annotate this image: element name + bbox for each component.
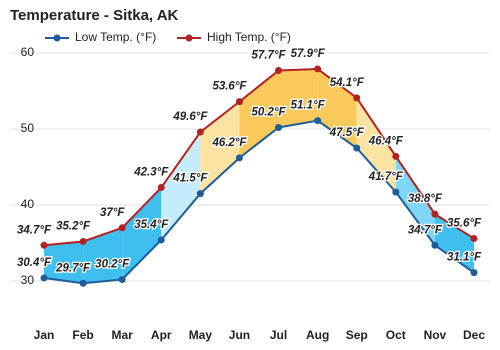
x-tick-label: Jul [270,328,287,342]
data-point [235,98,243,106]
value-label: 51.1°F [291,100,326,112]
x-tick-label: Dec [463,328,485,342]
value-label: 37°F [100,207,125,219]
legend-marker [185,34,193,42]
data-point [40,241,48,249]
x-tick-label: Aug [306,328,329,342]
data-point [157,236,165,244]
data-point [392,152,400,160]
data-point [118,224,126,232]
x-tick-label: Nov [424,328,447,342]
data-point [196,128,204,136]
range-fill [161,132,201,240]
value-label: 50.2°F [252,107,287,119]
data-point [470,234,478,242]
value-label: 29.7°F [55,262,91,274]
data-point [196,190,204,198]
data-point [118,275,126,283]
value-label: 38.8°F [408,193,443,205]
data-point [157,184,165,192]
series-line [43,119,475,285]
value-label: 31.1°F [447,252,482,264]
range-fill [395,156,435,246]
range-fill [356,97,396,193]
value-label: 47.5°F [329,127,365,139]
y-tick-label: 40 [21,197,35,211]
y-tick-label: 30 [21,273,35,287]
value-label: 46.2°F [211,137,247,149]
range-fill [434,214,474,273]
legend-label: Low Temp. (°F) [75,30,156,44]
data-point [353,144,361,152]
value-label: 49.6°F [172,111,208,123]
data-point [235,154,243,162]
value-label: 46.4°F [368,135,404,147]
value-label: 57.7°F [252,50,287,62]
value-label: 54.1°F [330,77,365,89]
value-label: 57.9°F [291,48,326,60]
data-point [40,274,48,282]
data-point [431,241,439,249]
value-label: 53.6°F [212,81,247,93]
value-label: 42.3°F [133,167,169,179]
chart-title: Temperature - Sitka, AK [10,7,179,24]
x-tick-label: Jun [229,328,250,342]
value-label: 35.2°F [56,221,91,233]
x-tick-label: Sep [346,328,368,342]
range-fill [83,227,123,284]
y-tick-label: 60 [21,45,35,59]
y-tick-label: 50 [21,121,35,135]
data-point [353,94,361,102]
range-fill [317,68,357,148]
value-label: 35.4°F [134,219,169,231]
data-point [470,269,478,277]
range-fill [122,187,162,280]
value-label: 34.7°F [408,224,443,236]
range-fill [278,68,318,128]
range-fill [239,70,279,158]
range-fill [44,241,84,284]
x-tick-label: May [189,328,213,342]
legend-marker [53,34,61,42]
value-label: 30.4°F [17,257,52,269]
data-point [431,210,439,218]
data-point [314,117,322,125]
x-tick-label: Feb [72,328,93,342]
value-label: 41.5°F [172,173,208,185]
legend-label: High Temp. (°F) [207,30,291,44]
data-point [275,123,283,131]
data-point [392,188,400,196]
value-label: 34.7°F [17,224,52,236]
value-label: 35.6°F [447,217,482,229]
series-line [43,67,475,247]
x-tick-label: Jan [34,328,55,342]
data-point [275,66,283,74]
value-label: 41.7°F [368,171,404,183]
x-tick-label: Oct [386,328,406,342]
x-tick-label: Apr [151,328,172,342]
data-point [314,65,322,73]
x-tick-label: Mar [112,328,134,342]
value-label: 30.2°F [95,259,130,271]
data-point [79,237,87,245]
data-point [79,279,87,287]
